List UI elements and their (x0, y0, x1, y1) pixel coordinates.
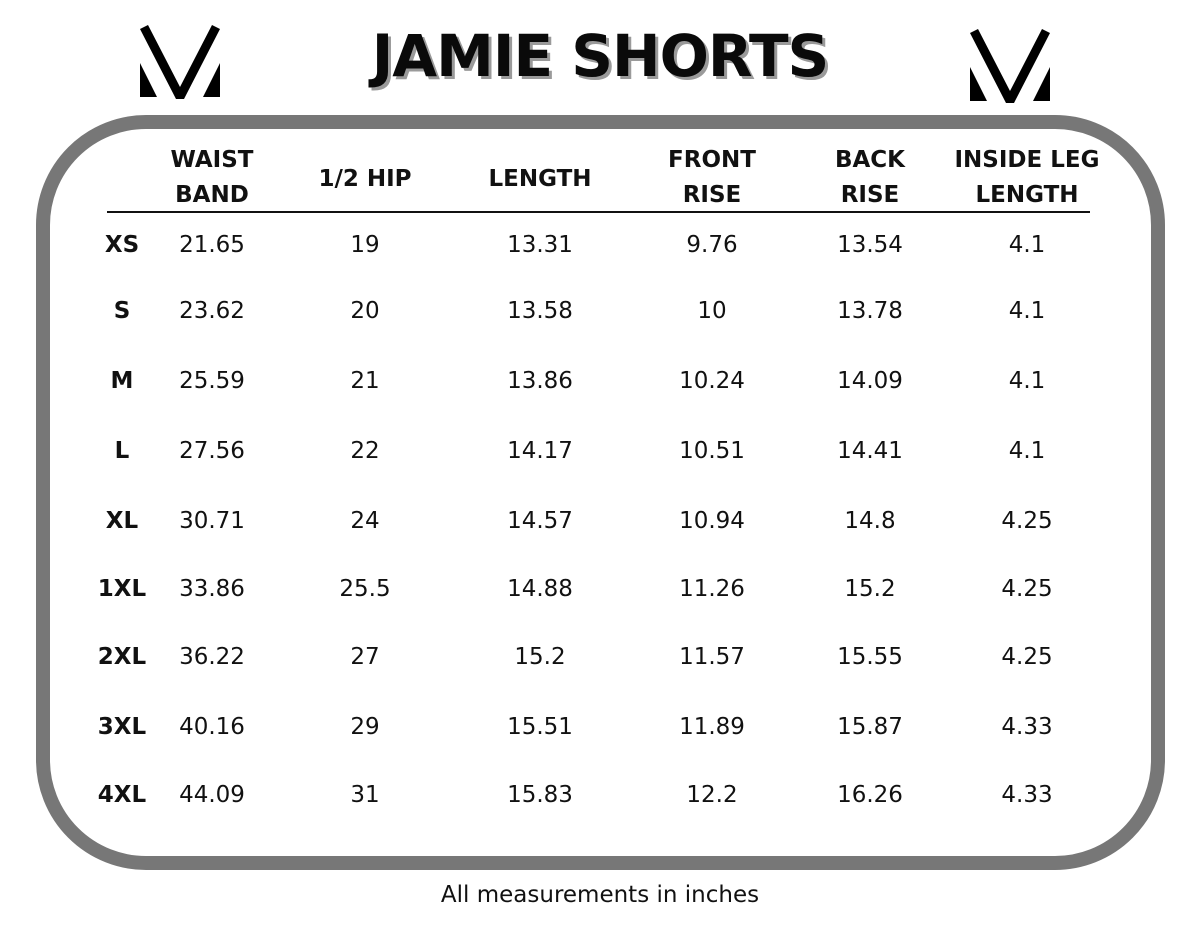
column-header-line: RISE (840, 182, 900, 208)
cell-length: 13.31 (507, 232, 573, 258)
column-header-length: LENGTH (455, 162, 625, 197)
header-divider (107, 211, 1090, 213)
v-logo-icon (970, 29, 1050, 103)
column-header-line: WAIST (170, 147, 254, 173)
cell-waist: 23.62 (179, 298, 245, 324)
cell-length: 14.57 (507, 508, 573, 534)
cell-length: 15.83 (507, 782, 573, 808)
column-header-line: RISE (682, 182, 742, 208)
size-label: 2XL (97, 644, 147, 670)
cell-waist: 40.16 (179, 714, 245, 740)
cell-hip: 29 (350, 714, 380, 740)
cell-waist: 36.22 (179, 644, 245, 670)
cell-waist: 27.56 (179, 438, 245, 464)
cell-length: 13.58 (507, 298, 573, 324)
cell-inside: 4.25 (1001, 576, 1053, 602)
column-header-back: BACK RISE (785, 143, 955, 213)
column-header-line: BAND (175, 182, 249, 208)
size-label: 1XL (97, 576, 147, 602)
cell-back: 13.54 (837, 232, 903, 258)
cell-length: 15.51 (507, 714, 573, 740)
cell-front: 10 (697, 298, 727, 324)
cell-hip: 25.5 (339, 576, 391, 602)
cell-length: 14.17 (507, 438, 573, 464)
cell-back: 16.26 (837, 782, 903, 808)
size-label: XS (104, 232, 140, 258)
column-header-line: INSIDE LEG (954, 147, 1100, 173)
size-label: L (114, 438, 130, 464)
column-header-inside: INSIDE LEG LENGTH (942, 143, 1112, 213)
cell-inside: 4.1 (1008, 368, 1046, 394)
cell-front: 12.2 (686, 782, 738, 808)
cell-back: 15.2 (844, 576, 896, 602)
cell-back: 13.78 (837, 298, 903, 324)
cell-back: 15.55 (837, 644, 903, 670)
cell-waist: 30.71 (179, 508, 245, 534)
cell-back: 15.87 (837, 714, 903, 740)
cell-inside: 4.25 (1001, 508, 1053, 534)
cell-hip: 31 (350, 782, 380, 808)
column-header-line: 1/2 HIP (318, 166, 412, 192)
page-title: JAMIE SHORTS (371, 22, 830, 90)
cell-front: 10.24 (679, 368, 745, 394)
cell-inside: 4.33 (1001, 714, 1053, 740)
cell-front: 11.89 (679, 714, 745, 740)
column-header-line: LENGTH (975, 182, 1079, 208)
cell-hip: 21 (350, 368, 380, 394)
cell-length: 13.86 (507, 368, 573, 394)
column-header-line: FRONT (668, 147, 756, 173)
cell-back: 14.8 (844, 508, 896, 534)
footer-note: All measurements in inches (440, 882, 760, 908)
size-label: M (110, 368, 134, 394)
column-header-waist: WAIST BAND (127, 143, 297, 213)
column-header-hip: 1/2 HIP (280, 162, 450, 197)
cell-back: 14.41 (837, 438, 903, 464)
cell-inside: 4.25 (1001, 644, 1053, 670)
size-label: 4XL (97, 782, 147, 808)
cell-waist: 25.59 (179, 368, 245, 394)
cell-hip: 20 (350, 298, 380, 324)
cell-back: 14.09 (837, 368, 903, 394)
cell-front: 10.51 (679, 438, 745, 464)
cell-hip: 22 (350, 438, 380, 464)
size-chart-frame (36, 115, 1165, 870)
cell-front: 9.76 (686, 232, 738, 258)
cell-front: 11.26 (679, 576, 745, 602)
cell-hip: 19 (350, 232, 380, 258)
column-header-line: BACK (834, 147, 906, 173)
size-label: 3XL (97, 714, 147, 740)
cell-length: 15.2 (514, 644, 566, 670)
cell-length: 14.88 (507, 576, 573, 602)
cell-hip: 24 (350, 508, 380, 534)
cell-waist: 33.86 (179, 576, 245, 602)
cell-inside: 4.1 (1008, 298, 1046, 324)
column-header-front: FRONT RISE (627, 143, 797, 213)
column-header-line: LENGTH (488, 166, 592, 192)
cell-front: 10.94 (679, 508, 745, 534)
cell-hip: 27 (350, 644, 380, 670)
cell-waist: 21.65 (179, 232, 245, 258)
cell-inside: 4.1 (1008, 438, 1046, 464)
size-label: XL (105, 508, 139, 534)
v-logo-icon (140, 25, 220, 99)
cell-waist: 44.09 (179, 782, 245, 808)
cell-front: 11.57 (679, 644, 745, 670)
size-label: S (113, 298, 131, 324)
cell-inside: 4.1 (1008, 232, 1046, 258)
cell-inside: 4.33 (1001, 782, 1053, 808)
